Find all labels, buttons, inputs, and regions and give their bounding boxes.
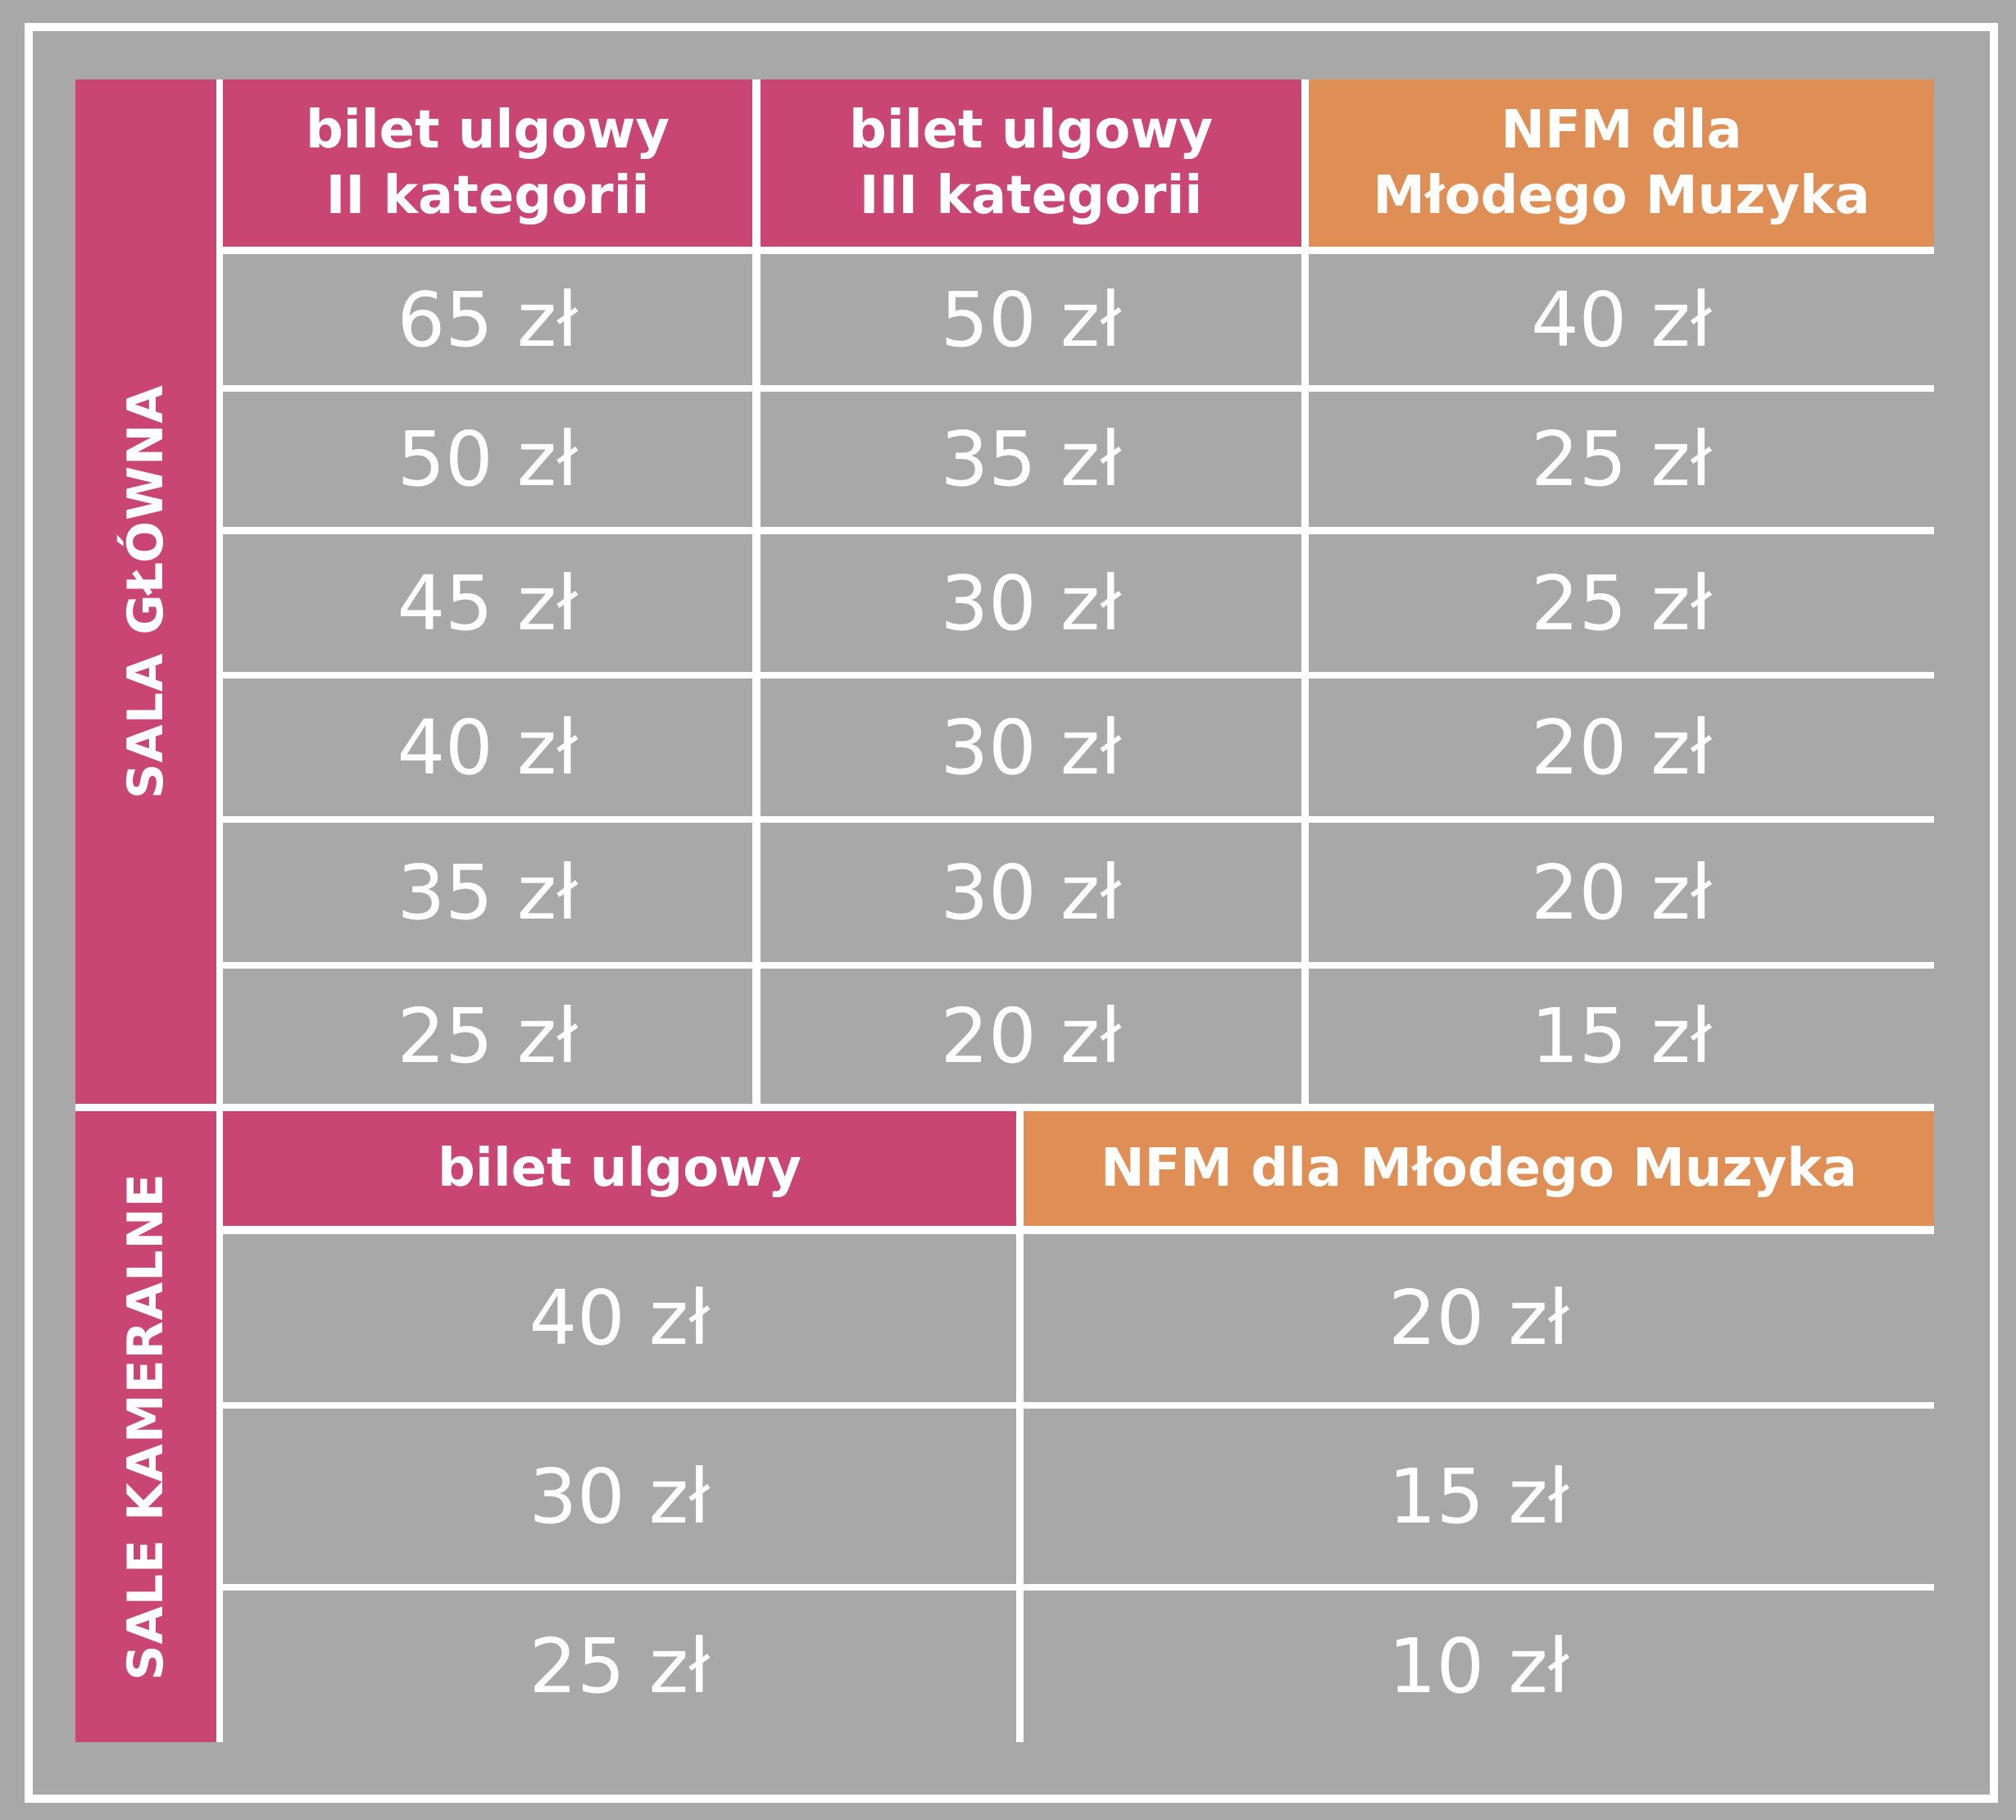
- header-reduced-cat-3: bilet ulgowy III kategorii: [761, 79, 1301, 247]
- price-cell: 35 zł: [940, 415, 1122, 503]
- price-cell: 10 zł: [1388, 1623, 1569, 1710]
- grid-line: [216, 79, 223, 1742]
- grid-line: [223, 672, 1934, 679]
- grid-line: [223, 385, 1934, 392]
- chamber-halls-label-block: SALE KAMERALNE: [75, 1111, 216, 1742]
- main-hall-label: SALA GŁÓWNA: [117, 384, 175, 799]
- price-cell: 40 zł: [1531, 275, 1712, 364]
- price-cell: 15 zł: [1531, 992, 1712, 1080]
- price-cell: 20 zł: [940, 992, 1122, 1080]
- price-cell: 40 zł: [397, 703, 579, 792]
- price-cell: 50 zł: [397, 415, 579, 503]
- header-young-musician: NFM dla Młodego Muzyka: [1309, 79, 1934, 247]
- main-hall-label-block: SALA GŁÓWNA: [75, 79, 216, 1104]
- price-cell: 30 zł: [940, 703, 1122, 792]
- price-cell: 25 zł: [529, 1623, 711, 1710]
- price-cell: 30 zł: [940, 559, 1122, 647]
- price-cell: 25 zł: [1531, 415, 1712, 503]
- price-cell: 50 zł: [940, 275, 1122, 364]
- price-cell: 25 zł: [397, 992, 579, 1080]
- price-cell: 20 zł: [1388, 1274, 1569, 1362]
- grid-line: [223, 816, 1934, 823]
- price-cell: 30 zł: [940, 848, 1122, 937]
- grid-line: [1301, 79, 1309, 1104]
- price-cell: 45 zł: [397, 559, 579, 647]
- grid-line: [752, 79, 761, 1104]
- price-cell: 30 zł: [529, 1452, 711, 1541]
- price-cell: 35 zł: [397, 848, 579, 937]
- grid-line: [223, 527, 1934, 534]
- header-reduced: bilet ulgowy: [223, 1111, 1016, 1226]
- section-divider: [75, 1104, 1934, 1111]
- grid-line: [223, 1226, 1934, 1234]
- grid-line: [223, 962, 1934, 969]
- grid-line: [223, 247, 1934, 254]
- price-cell: 20 zł: [1531, 848, 1712, 937]
- price-cell: 15 zł: [1388, 1452, 1569, 1541]
- price-cell: 65 zł: [397, 275, 579, 364]
- chamber-halls-label: SALE KAMERALNE: [117, 1173, 175, 1681]
- grid-line: [223, 1402, 1934, 1409]
- price-cell: 25 zł: [1531, 559, 1712, 647]
- outer-frame: [25, 23, 1998, 1803]
- grid-line: [1016, 1111, 1024, 1742]
- header-reduced-cat-2: bilet ulgowy II kategorii: [223, 79, 752, 247]
- header-young-musician-chamber: NFM dla Młodego Muzyka: [1024, 1111, 1934, 1226]
- price-cell: 20 zł: [1531, 703, 1712, 792]
- grid-line: [223, 1584, 1934, 1591]
- price-cell: 40 zł: [529, 1274, 711, 1362]
